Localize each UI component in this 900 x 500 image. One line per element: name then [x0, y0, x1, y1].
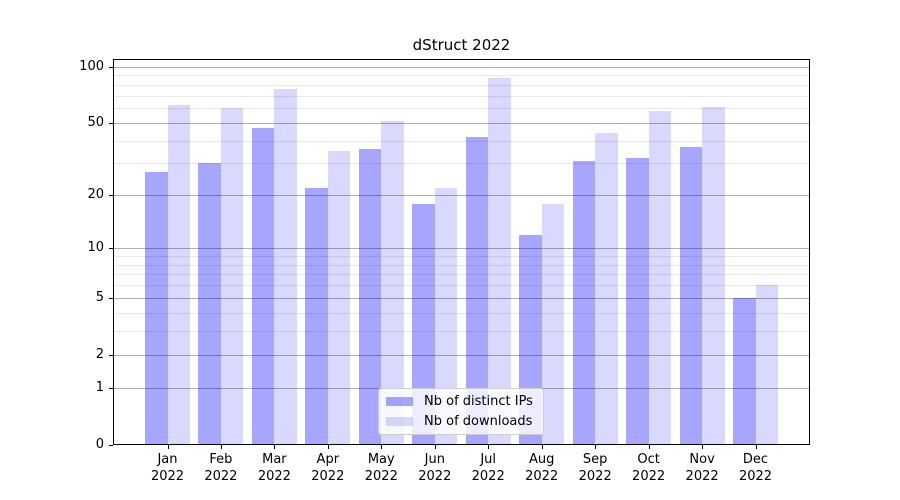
bar-distinct-ips-jul: [465, 136, 489, 444]
x-tick-mark: [274, 445, 276, 449]
bar-downloads-jan: [167, 105, 190, 444]
gridline-minor: [114, 108, 809, 109]
y-tick-mark: [109, 66, 113, 68]
gridline-minor: [114, 140, 809, 142]
bar-downloads-aug: [541, 203, 565, 444]
x-tick-mark: [381, 445, 383, 449]
x-tick-mark: [488, 445, 490, 449]
x-tick-label: Aug 2022: [525, 452, 559, 484]
gridline-minor: [114, 163, 809, 165]
y-tick-mark: [109, 387, 113, 389]
x-tick-mark: [595, 445, 597, 449]
bar-distinct-ips-may: [358, 148, 382, 444]
gridline-major: [114, 122, 809, 124]
legend-item-distinct-ips: Nb of distinct IPs: [386, 392, 536, 411]
y-tick-label: 5: [95, 289, 104, 305]
y-tick-mark: [109, 122, 113, 124]
bar-distinct-ips-sep: [572, 160, 596, 444]
plot-area: Nb of distinct IPs Nb of downloads: [113, 59, 810, 445]
y-tick-label: 2: [95, 346, 104, 362]
bar-downloads-jun: [434, 187, 458, 444]
bar-downloads-apr: [327, 151, 351, 444]
bar-distinct-ips-apr: [305, 187, 328, 444]
gridline-minor: [114, 95, 809, 97]
y-tick-label: 1: [95, 379, 104, 395]
legend-swatch-distinct-ips: [386, 396, 413, 407]
bar-downloads-mar: [274, 88, 297, 444]
bar-distinct-ips-oct: [626, 158, 649, 444]
x-tick-label: Jun 2022: [418, 452, 452, 484]
x-tick-mark: [702, 445, 704, 449]
legend-label-distinct-ips: Nb of distinct IPs: [424, 394, 533, 409]
x-tick-label: Sep 2022: [578, 452, 612, 484]
gridline-major: [114, 248, 809, 250]
gridline-minor: [114, 285, 809, 287]
x-tick-label: Mar 2022: [257, 452, 291, 484]
bar-downloads-feb: [220, 108, 244, 444]
bar-downloads-dec: [755, 285, 778, 444]
x-tick-mark: [167, 445, 169, 449]
x-tick-label: Oct 2022: [632, 452, 666, 484]
x-tick-label: May 2022: [364, 452, 398, 484]
gridline-minor: [114, 256, 809, 257]
gridline-minor: [114, 75, 809, 77]
x-tick-mark: [648, 445, 650, 449]
y-tick-label: 20: [87, 187, 104, 203]
y-tick-label: 50: [87, 114, 104, 130]
gridline-major: [114, 195, 809, 197]
x-tick-label: Feb 2022: [204, 452, 238, 484]
x-tick-mark: [755, 445, 757, 449]
x-tick-mark: [327, 445, 329, 449]
bar-downloads-sep: [595, 132, 618, 444]
x-tick-label: Dec 2022: [738, 452, 773, 484]
y-tick-label: 10: [87, 240, 104, 256]
gridline-major: [114, 354, 809, 356]
y-tick-mark: [109, 297, 113, 299]
gridline-minor: [114, 331, 809, 332]
bar-distinct-ips-jan: [145, 171, 168, 444]
bar-distinct-ips-jun: [412, 203, 435, 444]
legend-label-downloads: Nb of downloads: [424, 414, 533, 429]
bar-downloads-jul: [488, 78, 511, 444]
bar-downloads-may: [381, 121, 404, 444]
y-tick-label: 0: [95, 436, 104, 452]
y-tick-label: 100: [79, 58, 104, 74]
chart-title: dStruct 2022: [412, 36, 511, 54]
gridline-minor: [114, 312, 809, 314]
x-tick-mark: [220, 445, 222, 449]
legend-item-downloads: Nb of downloads: [386, 412, 536, 431]
gridline-major: [114, 66, 809, 68]
legend-swatch-downloads: [386, 416, 413, 427]
legend: Nb of distinct IPs Nb of downloads: [378, 388, 544, 435]
x-tick-label: Apr 2022: [311, 452, 345, 484]
y-tick-mark: [109, 444, 113, 446]
y-tick-mark: [109, 354, 113, 356]
gridline-major: [114, 297, 809, 299]
bar-distinct-ips-mar: [251, 127, 275, 444]
gridline-minor: [114, 84, 809, 86]
bar-distinct-ips-nov: [679, 146, 703, 444]
x-tick-mark: [541, 445, 543, 449]
bar-downloads-nov: [702, 106, 725, 444]
x-tick-label: Jul 2022: [471, 452, 505, 484]
gridline-minor: [114, 274, 809, 276]
bar-downloads-oct: [648, 110, 672, 444]
x-tick-label: Jan 2022: [150, 452, 185, 484]
x-tick-mark: [434, 445, 436, 449]
gridline-minor: [114, 264, 809, 266]
bar-distinct-ips-feb: [198, 163, 221, 444]
x-tick-label: Nov 2022: [685, 452, 719, 484]
y-tick-mark: [109, 248, 113, 250]
y-tick-mark: [109, 195, 113, 197]
bar-distinct-ips-dec: [733, 297, 756, 444]
